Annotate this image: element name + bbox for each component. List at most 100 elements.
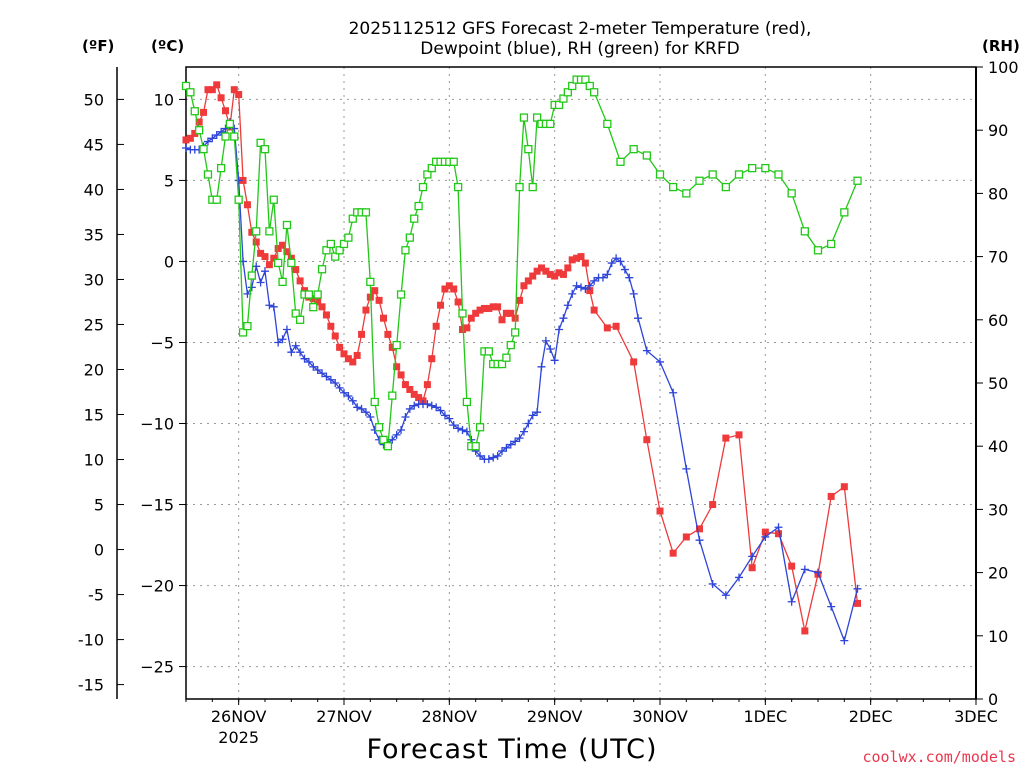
time-tick-label: 27NOV — [316, 707, 372, 726]
temperature-point — [480, 304, 488, 312]
temperature-point — [375, 296, 383, 304]
rh-point — [313, 290, 322, 299]
dewpoint-point — [340, 388, 348, 397]
rh-point — [642, 151, 651, 160]
temperature-point — [393, 363, 401, 371]
temperature-point — [186, 134, 194, 142]
dewpoint-point — [208, 134, 217, 143]
dewpoint-point — [203, 137, 212, 146]
dewpoint-point — [498, 447, 506, 456]
temperature-point — [428, 355, 436, 363]
temperature-point — [340, 350, 348, 358]
rh-point — [813, 246, 823, 255]
dewpoint-point — [502, 443, 511, 452]
dewpoint-point — [682, 464, 691, 473]
temperature-point — [577, 253, 585, 261]
rh-point — [774, 170, 783, 179]
rh-point — [475, 423, 485, 432]
temperature-point — [230, 86, 238, 94]
rh-point — [453, 182, 463, 192]
dewpoint-point — [309, 362, 318, 371]
dewpoint-point — [493, 451, 502, 460]
source-credit: coolwx.com/models — [862, 748, 1016, 766]
time-tick-label: 28NOV — [422, 707, 478, 726]
dewpoint-point — [748, 552, 757, 561]
celsius-axis-unit: (ºC) — [151, 37, 184, 55]
dewpoint-point — [735, 573, 743, 582]
temperature-point — [362, 306, 370, 314]
temperature-point — [388, 343, 396, 351]
rh-point — [405, 233, 414, 242]
temperature-point — [208, 86, 216, 94]
temperature-point — [327, 322, 335, 330]
fahrenheit-tick-label: 10 — [84, 451, 104, 470]
temperature-point — [454, 298, 462, 306]
dewpoint-point — [585, 281, 594, 290]
rh-point — [853, 176, 862, 185]
dewpoint-point — [318, 369, 327, 378]
dewpoint-point — [256, 278, 265, 287]
rh-tick-label: 40 — [988, 437, 1008, 456]
rh-point — [590, 88, 599, 97]
temperature-point — [344, 355, 352, 363]
temperature-point — [485, 304, 493, 312]
rh-point — [554, 100, 564, 110]
temperature-point — [735, 431, 743, 439]
temperature-point — [489, 303, 497, 311]
temperature-point — [314, 298, 322, 306]
rh-axis-unit: (RH) — [982, 37, 1020, 55]
rh-point — [524, 145, 533, 154]
rh-point — [348, 214, 357, 223]
temperature-point — [546, 270, 554, 278]
dewpoint-point — [607, 259, 616, 268]
rh-point — [427, 163, 436, 173]
dewpoint-point — [212, 131, 221, 140]
fahrenheit-tick-label: 25 — [84, 315, 104, 334]
time-tick-label: 3DEC — [954, 707, 998, 726]
temperature-point — [371, 287, 379, 295]
temperature-point — [603, 324, 611, 332]
rh-point — [278, 277, 287, 287]
temperature-point — [586, 287, 594, 295]
temperature-point — [292, 266, 300, 274]
dewpoint-point — [669, 388, 678, 397]
rh-point — [708, 170, 717, 179]
temperature-point — [191, 129, 199, 137]
rh-point — [484, 347, 493, 356]
rh-point — [458, 309, 467, 318]
dewpoint-point — [182, 144, 190, 153]
rh-point — [282, 220, 292, 230]
temperature-point — [854, 599, 861, 607]
rh-point — [203, 170, 213, 179]
temperature-point — [265, 261, 273, 269]
temperature-point — [358, 330, 366, 338]
dewpoint-point — [814, 568, 822, 577]
celsius-tick-label: −20 — [140, 577, 174, 596]
rh-point — [335, 246, 344, 255]
dewpoint-point — [568, 289, 577, 298]
rh-point — [181, 81, 191, 91]
dewpoint-point — [541, 336, 550, 345]
rh-point — [787, 189, 796, 198]
temperature-point — [401, 381, 409, 389]
fahrenheit-tick-label: 5 — [94, 496, 104, 515]
dewpoint-point — [269, 302, 278, 311]
dewpoint-point — [761, 532, 770, 541]
temperature-point — [801, 627, 809, 635]
temperature-point — [564, 264, 572, 272]
temperature-point — [349, 358, 357, 366]
temperature-point — [761, 528, 769, 536]
dewpoint-point — [401, 413, 410, 422]
dewpoint-point — [559, 314, 568, 323]
dewpoint-point — [506, 440, 515, 449]
fahrenheit-tick-label: 35 — [84, 225, 104, 244]
temperature-point — [397, 371, 405, 379]
dewpoint-point — [304, 357, 313, 366]
temperature-point — [827, 492, 835, 500]
rh-point — [247, 271, 256, 280]
rh-point — [532, 113, 542, 122]
fahrenheit-tick-label: 40 — [84, 180, 104, 199]
rh-point — [655, 170, 665, 179]
temperature-point — [722, 434, 730, 442]
